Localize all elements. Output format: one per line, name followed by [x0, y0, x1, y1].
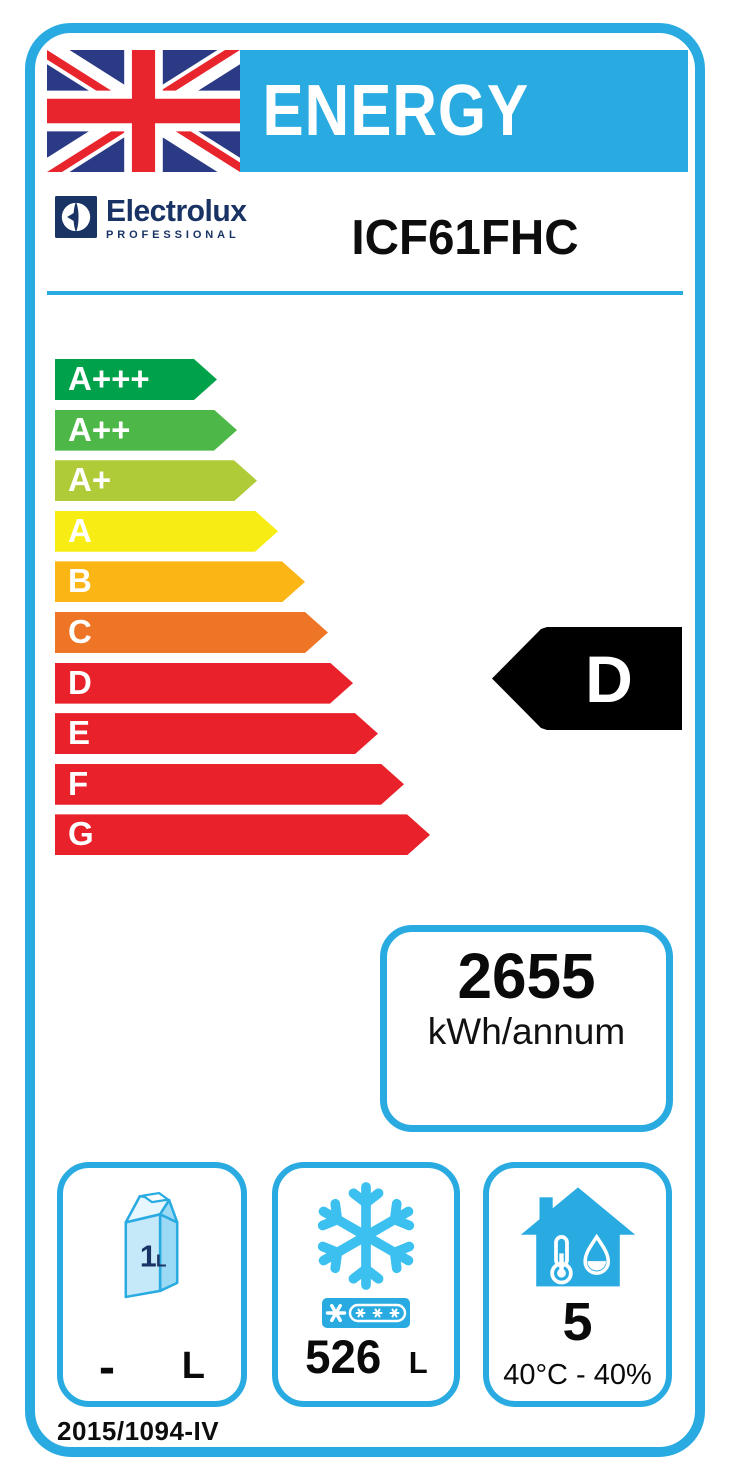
rating-bar-label: A+: [68, 461, 112, 499]
fresh-volume-value: -: [99, 1341, 115, 1395]
rating-bar-A++: A++: [55, 410, 237, 451]
model-number: ICF61FHC: [351, 211, 579, 265]
frozen-volume-box: 526 L: [272, 1162, 460, 1407]
fresh-volume-unit: L: [181, 1345, 205, 1387]
carton-volume-number: 1: [140, 1241, 157, 1274]
rating-bar-C: C: [55, 612, 328, 653]
rating-bar-A+++: A+++: [55, 359, 217, 400]
climate-conditions: 40°C - 40%: [503, 1359, 652, 1391]
rating-bar-F: F: [55, 764, 404, 805]
rating-bar-label: A++: [68, 410, 131, 448]
carton-volume-unit: L: [156, 1251, 166, 1271]
frozen-volume-value: 526: [305, 1330, 382, 1383]
consumption-value: 2655: [457, 940, 596, 1012]
regulation-reference: 2015/1094-IV: [57, 1416, 220, 1446]
rating-bar-A: A: [55, 511, 278, 552]
header-divider: [47, 291, 683, 295]
milk-carton-icon: 1 L: [124, 1191, 179, 1299]
rating-bar-label: B: [68, 562, 92, 600]
fresh-volume-box: 1 L - L: [57, 1162, 247, 1407]
climate-class-value: 5: [562, 1292, 593, 1352]
rating-bar-label: E: [68, 714, 91, 752]
rating-bar-label: A+++: [68, 360, 150, 397]
current-rating-grade: D: [585, 641, 633, 716]
rating-bar-G: G: [55, 814, 430, 855]
rating-bar-B: B: [55, 561, 305, 602]
energy-title: ENERGY: [262, 71, 530, 151]
brand-name: Electrolux: [106, 193, 247, 228]
rating-bar-E: E: [55, 713, 378, 754]
freezer-star-rating-icon: [322, 1298, 410, 1328]
frozen-volume-unit: L: [408, 1345, 428, 1380]
brand-logo: Electrolux PROFESSIONAL: [55, 193, 251, 241]
rating-bar-label: A: [68, 511, 92, 549]
brand-subtitle: PROFESSIONAL: [106, 229, 240, 241]
rating-bar-label: G: [68, 815, 94, 853]
energy-banner: ENERGY: [240, 50, 688, 172]
climate-house-icon: [520, 1187, 635, 1287]
electrolux-icon: [55, 196, 97, 238]
consumption-unit: kWh/annum: [427, 1011, 626, 1052]
rating-bar-A+: A+: [55, 460, 257, 501]
rating-bar-label: D: [68, 663, 92, 701]
climate-class-box: 5 40°C - 40%: [483, 1162, 672, 1407]
rating-bars: A+++ A++ A+ A B C D E F G: [55, 359, 430, 855]
rating-bar-D: D: [55, 663, 353, 704]
energy-consumption-box: 2655 kWh/annum: [380, 925, 673, 1132]
rating-bar-label: F: [68, 764, 89, 802]
uk-flag: [47, 50, 240, 172]
rating-bar-label: C: [68, 612, 92, 650]
snowflake-icon: [317, 1182, 415, 1290]
current-rating-arrow: D: [492, 627, 682, 730]
